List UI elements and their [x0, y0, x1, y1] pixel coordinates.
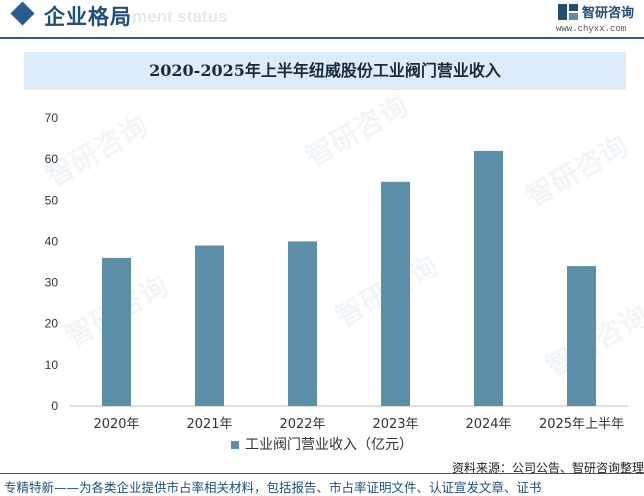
footer-note: 专精特新——为各类企业提供市占率相关材料，包括报告、市占率证明文件、认证宣发文章… — [4, 480, 542, 495]
y-tick-label: 20 — [45, 317, 59, 331]
chart-title: 2020-2025年上半年纽威股份工业阀门营业收入 — [24, 52, 626, 90]
bar-chart: 0 10 20 30 40 50 60 70 2020年 2021年 2022年 2023年 2024年… — [45, 111, 628, 430]
x-tick-label: 2021年 — [186, 417, 232, 430]
logo-icon — [558, 4, 578, 20]
y-tick-label: 60 — [45, 152, 59, 166]
y-tick-label: 40 — [45, 234, 59, 248]
legend-swatch — [231, 441, 239, 449]
source-note: 资料来源：公司公告、智研咨询整理 — [451, 461, 644, 475]
bar — [474, 150, 503, 406]
y-tick-label: 10 — [45, 358, 59, 372]
logo-url: www.chyxx.com — [556, 24, 627, 34]
x-tick-label: 2022年 — [279, 417, 325, 430]
section-subtitle: ment status — [132, 7, 228, 26]
y-tick-label: 70 — [45, 111, 59, 125]
section-title: 企业格局 — [44, 5, 132, 29]
section-header: 企业格局 ment status 智研咨询 www.chyxx.com — [0, 0, 644, 34]
legend: 工业阀门营业收入（亿元） — [0, 434, 644, 454]
bar — [195, 245, 224, 406]
header-rule — [0, 37, 644, 39]
y-tick-label: 50 — [45, 193, 59, 207]
x-tick-label: 2020年 — [93, 417, 139, 430]
bar — [288, 241, 317, 406]
logo-name: 智研咨询 — [582, 6, 635, 21]
x-tick-label: 2024年 — [465, 417, 511, 430]
bar — [567, 266, 596, 406]
y-tick-label: 30 — [45, 276, 59, 290]
diamond-icon — [10, 1, 35, 26]
legend-label: 工业阀门营业收入（亿元） — [245, 437, 413, 453]
x-tick-label: 2025年上半年 — [539, 417, 624, 430]
bar — [381, 181, 410, 406]
y-tick-label: 0 — [51, 399, 58, 413]
footer-rule — [0, 473, 644, 474]
x-tick-label: 2023年 — [372, 417, 418, 430]
bar — [102, 257, 131, 406]
